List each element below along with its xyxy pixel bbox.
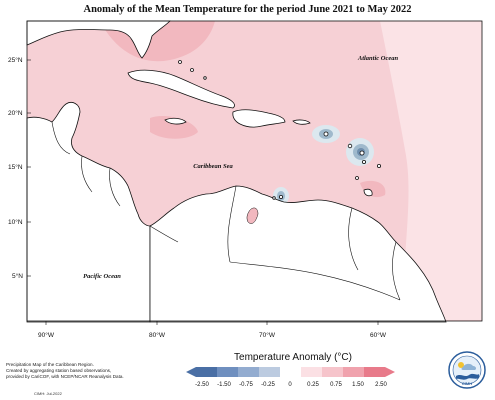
lon-label-70w: 70°W — [259, 331, 276, 339]
legend-tick-1: -2.50 — [195, 382, 209, 388]
legend-swatch-5 — [280, 367, 301, 377]
border-mexico-guatemala — [51, 121, 71, 155]
lat-label-10n: 10°N — [8, 218, 23, 226]
country-borders — [51, 121, 401, 301]
island-guadeloupe — [323, 131, 329, 137]
map-title: Anomaly of the Mean Temperature for the … — [83, 4, 412, 15]
warm-low-patch-east — [380, 21, 482, 320]
legend-arrow-left — [186, 367, 196, 377]
credit-line-2: Created by aggregating station based obs… — [6, 368, 112, 373]
border-central-2 — [109, 167, 121, 207]
border-suriname-brazil — [229, 261, 401, 301]
border-guyana-suriname — [392, 241, 401, 301]
credit-line-3: provided by CariCOF, with NCEP/NCAR Rean… — [6, 374, 124, 379]
island-st-lucia — [361, 159, 366, 164]
legend-tick-7: 0.75 — [330, 382, 342, 388]
legend-swatch-7 — [322, 367, 343, 377]
legend-ticks: -2.50 -1.50 -0.75 -0.25 0 0.25 0.75 1.50… — [195, 382, 387, 388]
island-bahamas-2 — [190, 68, 194, 72]
florida-land — [26, 20, 171, 59]
legend-title: Temperature Anomaly (°C) — [234, 352, 352, 363]
credit-text: Precipitation Map of the Caribbean Regio… — [6, 362, 156, 380]
jamaica-land — [164, 117, 187, 125]
legend-arrow-right — [385, 367, 395, 377]
border-panama-colombia — [149, 225, 179, 243]
lat-label-25n: 25°N — [8, 56, 23, 64]
legend-swatch-6 — [301, 367, 322, 377]
legend-tick-5: 0 — [288, 382, 292, 388]
lon-axis: 90°W 80°W 70°W 60°W — [38, 321, 387, 339]
legend-tick-6: 0.25 — [307, 382, 319, 388]
lat-label-20n: 20°N — [8, 109, 23, 117]
island-curacao — [278, 194, 283, 199]
label-pacific: Pacific Ocean — [83, 273, 121, 280]
legend-tick-2: -1.50 — [217, 382, 231, 388]
island-grenada — [355, 176, 359, 180]
island-barbados — [376, 163, 381, 168]
island-aruba — [272, 196, 276, 200]
logo-text: CIMH — [462, 381, 472, 386]
lat-label-15n: 15°N — [8, 163, 23, 171]
lon-label-90w: 90°W — [38, 331, 55, 339]
legend-swatch-2 — [217, 367, 238, 377]
label-atlantic: Atlantic Ocean — [357, 55, 399, 62]
cuba-land — [127, 69, 235, 109]
legend-swatch-9 — [364, 367, 385, 377]
credit-line-1: Precipitation Map of the Caribbean Regio… — [6, 362, 94, 367]
lon-label-80w: 80°W — [149, 331, 166, 339]
credit-date: CIMH: Jul-2022 — [34, 391, 62, 396]
legend-swatch-8 — [343, 367, 364, 377]
lat-axis: 25°N 20°N 15°N 10°N 5°N — [8, 56, 31, 280]
legend-swatch-1 — [196, 367, 217, 377]
island-bahamas-1 — [178, 60, 182, 64]
label-caribbean: Caribbean Sea — [193, 163, 233, 170]
south-america-land — [149, 185, 447, 323]
border-central-1 — [81, 155, 93, 193]
central-america-land — [26, 102, 151, 323]
lat-label-5n: 5°N — [12, 272, 23, 280]
legend-tick-9: 2.50 — [375, 382, 387, 388]
island-martinique — [359, 150, 365, 156]
landmasses — [26, 20, 447, 323]
border-colombia-venezuela — [227, 185, 237, 263]
legend-tick-8: 1.50 — [352, 382, 364, 388]
cimh-logo-icon: CIMH — [448, 351, 486, 389]
lon-label-60w: 60°W — [370, 331, 387, 339]
legend-swatch-4 — [259, 367, 280, 377]
legend-tick-4: -0.25 — [261, 382, 275, 388]
hispaniola-land — [232, 109, 286, 128]
puerto-rico-land — [292, 119, 311, 125]
island-dominica — [347, 143, 353, 149]
legend-tick-3: -0.75 — [239, 382, 253, 388]
lake-maracaibo — [246, 207, 259, 224]
legend-swatch-3 — [238, 367, 259, 377]
map-frame — [26, 20, 483, 322]
border-venezuela-guyana — [348, 207, 359, 271]
island-trinidad — [363, 188, 373, 197]
island-bahamas-3 — [203, 76, 207, 80]
legend-colorbar — [186, 367, 395, 377]
